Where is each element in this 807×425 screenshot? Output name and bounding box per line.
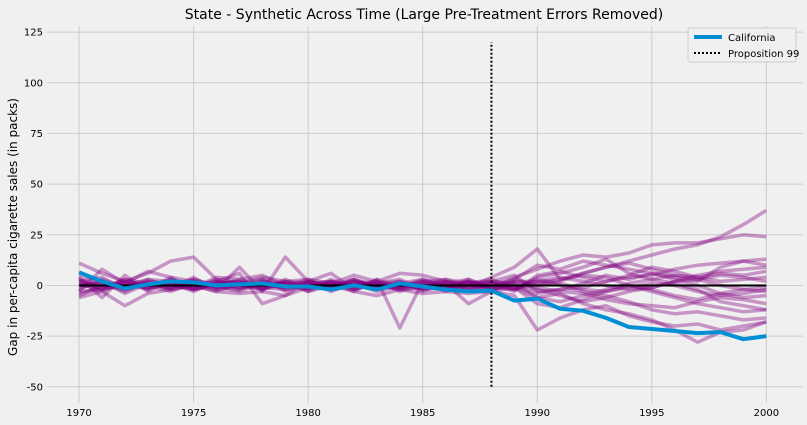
placebo-series-line-12 <box>78 277 767 310</box>
placebo-series-line-10 <box>78 257 767 296</box>
x-tick-label-1985: 1985 <box>410 408 435 419</box>
y-tick-label-125: 125 <box>24 28 43 39</box>
y-tick-label--25: -25 <box>27 332 43 343</box>
x-tick-label-2000: 2000 <box>754 408 779 419</box>
legend-label-proposition-99: Proposition 99 <box>728 49 799 60</box>
y-tick-label-75: 75 <box>30 129 43 140</box>
x-tick-label-1980: 1980 <box>295 408 320 419</box>
y-axis-label: Gap in per-capita cigarette sales (in pa… <box>6 98 20 356</box>
treated-series-group <box>78 270 767 342</box>
legend-label-california: California <box>728 33 776 44</box>
x-tick-label-1975: 1975 <box>181 408 206 419</box>
placebo-series-line-5 <box>78 233 767 294</box>
placebo-series-line-1 <box>78 255 767 294</box>
placebo-series-line-3 <box>77 208 768 300</box>
x-tick-label-1970: 1970 <box>66 408 91 419</box>
treated-series-line <box>78 270 767 342</box>
y-tick-label-0: 0 <box>37 281 43 292</box>
y-tick-label-100: 100 <box>24 78 43 89</box>
legend: California Proposition 99 <box>687 27 799 63</box>
tick-labels: 1970 1975 1980 1985 1990 1995 2000 -50 -25 0 25 50 7… <box>24 28 779 419</box>
y-tick-label-50: 50 <box>30 180 43 191</box>
placebo-series-line-17 <box>78 277 767 310</box>
placebo-series-line-4 <box>77 267 767 344</box>
y-tick-label-25: 25 <box>30 230 43 241</box>
x-tick-label-1990: 1990 <box>525 408 550 419</box>
chart-title: State - Synthetic Across Time (Large Pre… <box>185 7 663 23</box>
y-tick-label--50: -50 <box>27 382 43 393</box>
placebo-series-line-14 <box>78 269 767 304</box>
x-tick-label-1995: 1995 <box>639 408 664 419</box>
